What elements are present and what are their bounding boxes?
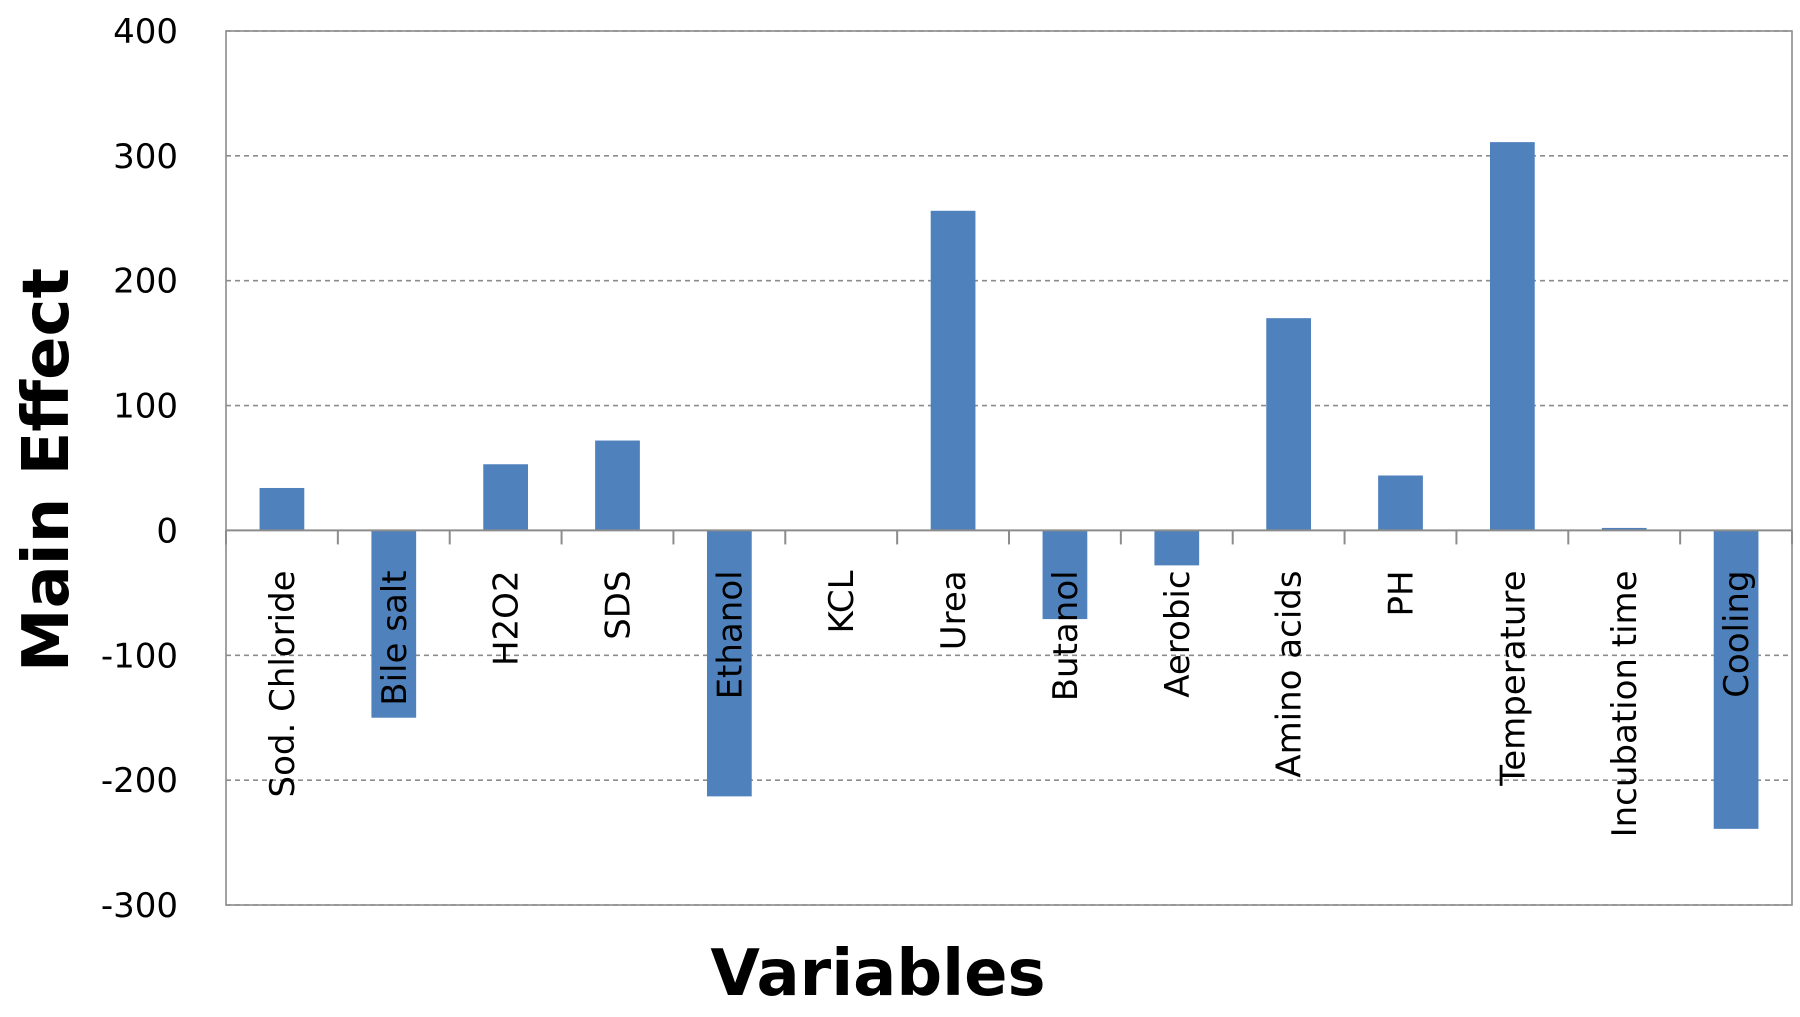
y-tick-label: -100 bbox=[101, 636, 178, 676]
category-labels: Sod. Chloride Bile salt H2O2 SDS Ethanol KCL U… bbox=[263, 570, 1757, 837]
bar bbox=[1154, 530, 1200, 566]
y-tick-label: 100 bbox=[113, 387, 178, 427]
axes bbox=[225, 30, 1793, 906]
y-tick-labels: 400 300 200 100 0 -100 -200 -300 bbox=[101, 12, 178, 926]
x-axis-title: Variables bbox=[710, 937, 1045, 1011]
bar bbox=[595, 440, 640, 531]
bar bbox=[1489, 142, 1535, 531]
category-label: KCL bbox=[822, 570, 862, 633]
y-tick-label: 300 bbox=[113, 137, 178, 177]
y-tick-label: 200 bbox=[113, 262, 178, 302]
bar bbox=[1266, 318, 1312, 531]
category-label: PH bbox=[1382, 570, 1422, 616]
gridlines bbox=[226, 30, 1792, 906]
category-label: Butanol bbox=[1046, 570, 1086, 701]
category-label: Urea bbox=[934, 570, 974, 650]
bar bbox=[1601, 527, 1647, 531]
bar bbox=[1713, 530, 1759, 829]
bars bbox=[259, 142, 1759, 829]
bar bbox=[371, 530, 417, 718]
y-axis-title: Main Effect bbox=[10, 268, 84, 672]
plot-area-border bbox=[225, 30, 1793, 906]
y-tick-label: 0 bbox=[156, 511, 178, 551]
y-tick-label: -300 bbox=[101, 886, 178, 926]
category-label: SDS bbox=[599, 570, 639, 639]
y-tick-label: -200 bbox=[101, 761, 178, 801]
category-label: Sod. Chloride bbox=[263, 570, 303, 797]
category-label: H2O2 bbox=[487, 570, 527, 666]
category-label: Aerobic bbox=[1158, 570, 1198, 697]
bar bbox=[706, 530, 752, 797]
bar bbox=[1378, 475, 1423, 531]
category-label: Cooling bbox=[1717, 570, 1757, 697]
category-label: Ethanol bbox=[710, 570, 750, 699]
y-tick-label: 400 bbox=[113, 12, 178, 52]
category-label: Temperature bbox=[1493, 570, 1533, 786]
bar bbox=[483, 464, 529, 531]
bar bbox=[1042, 530, 1088, 620]
bar bbox=[259, 487, 305, 531]
category-label: Incubation time bbox=[1605, 570, 1645, 837]
category-label: Bile salt bbox=[375, 570, 415, 705]
category-label: Amino acids bbox=[1270, 570, 1310, 777]
bar bbox=[930, 210, 976, 531]
